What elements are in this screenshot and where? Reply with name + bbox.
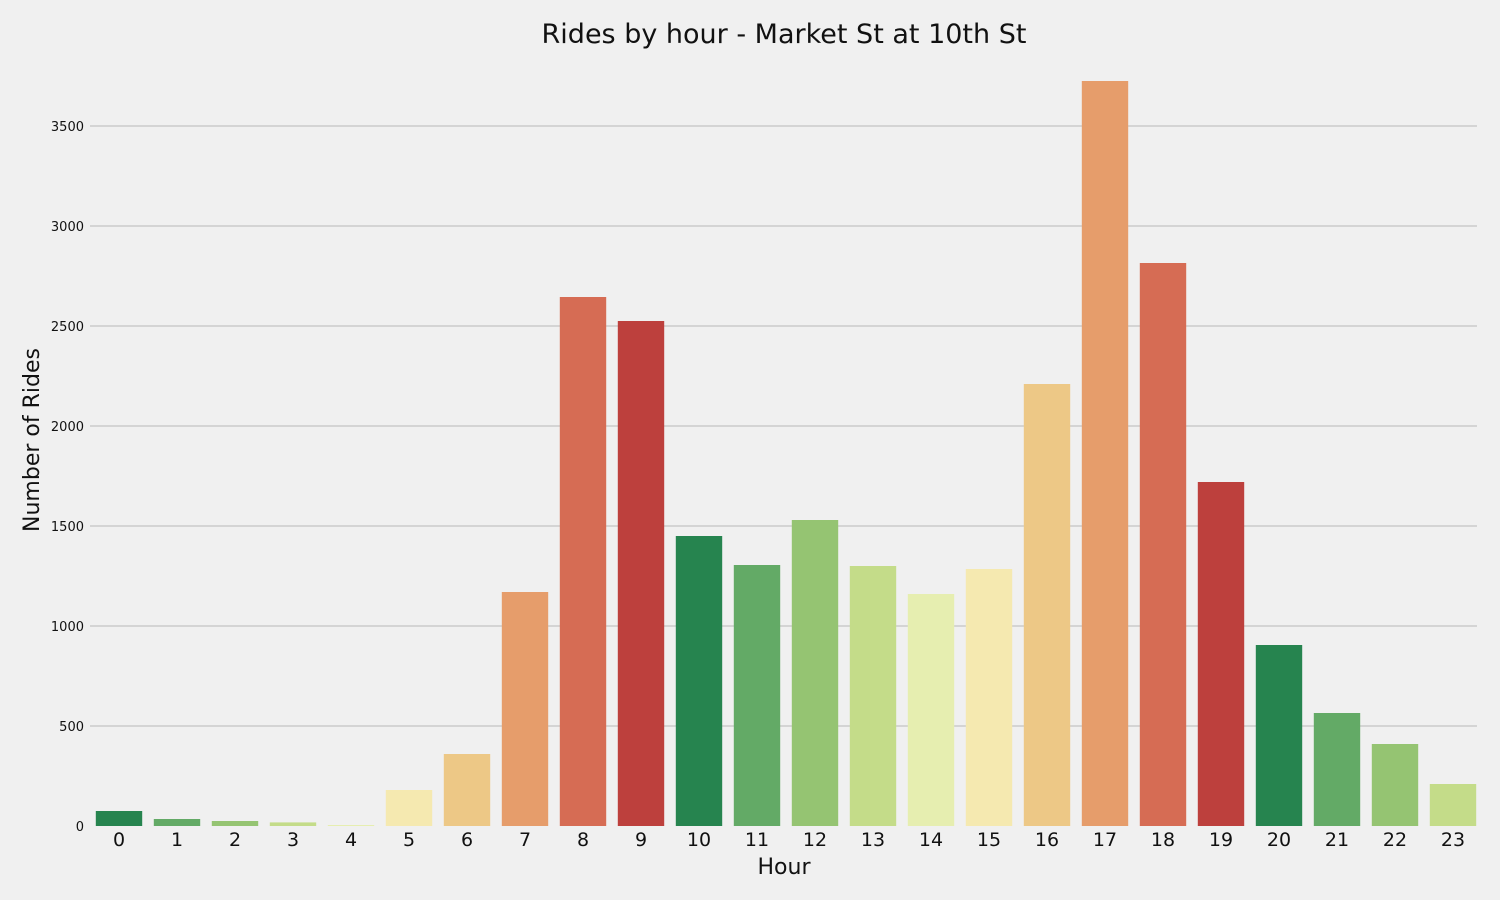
x-tick-label: 17: [1093, 829, 1117, 851]
x-tick-label: 15: [977, 829, 1001, 851]
x-tick-label: 0: [113, 829, 125, 851]
x-tick-label: 14: [919, 829, 943, 851]
bar-hour-12: [791, 520, 839, 826]
y-tick-label: 500: [59, 720, 84, 735]
bar-hour-7: [501, 592, 549, 826]
bar-hour-20: [1255, 645, 1303, 826]
bar-hour-22: [1371, 744, 1419, 826]
bar-hour-21: [1313, 713, 1361, 826]
bar-hour-23: [1429, 784, 1477, 826]
x-tick-label: 11: [745, 829, 769, 851]
x-tick-label: 3: [287, 829, 299, 851]
y-tick-label: 3500: [51, 120, 84, 135]
bar-hour-8: [559, 297, 607, 826]
x-tick-label: 4: [345, 829, 357, 851]
bar-hour-11: [733, 565, 781, 826]
x-tick-label: 6: [461, 829, 473, 851]
x-tick-label: 22: [1383, 829, 1407, 851]
y-tick-label: 3000: [51, 220, 84, 235]
x-tick-label: 10: [687, 829, 711, 851]
bar-hour-13: [849, 566, 897, 826]
bar-hour-17: [1081, 81, 1129, 826]
x-tick-label: 13: [861, 829, 885, 851]
y-tick-label: 2500: [51, 320, 84, 335]
bar-hour-3: [269, 822, 317, 826]
x-tick-label: 19: [1209, 829, 1233, 851]
bar-hour-19: [1197, 482, 1245, 826]
bar-hour-2: [211, 821, 259, 826]
gridlines: [90, 125, 1477, 727]
bar-hour-15: [965, 569, 1013, 826]
y-tick-label: 2000: [51, 420, 84, 435]
x-tick-label: 7: [519, 829, 531, 851]
y-tick-label: 1500: [51, 520, 84, 535]
x-tick-label: 12: [803, 829, 827, 851]
chart-title: Rides by hour - Market St at 10th St: [542, 19, 1027, 50]
bar-hour-1: [153, 819, 201, 826]
bar-hour-18: [1139, 263, 1187, 826]
bar-hour-14: [907, 594, 955, 826]
x-axis-ticks: 0 1 2 3 4 5 6 7 8 9 10 11 12 13 14 15 16 17 18 19 20 21 22 23: [113, 829, 1465, 851]
x-tick-label: 21: [1325, 829, 1349, 851]
x-axis-label: Hour: [758, 855, 812, 880]
x-tick-label: 16: [1035, 829, 1059, 851]
x-tick-label: 8: [577, 829, 589, 851]
y-tick-label: 1000: [51, 620, 84, 635]
bar-hour-5: [385, 790, 433, 826]
x-tick-label: 23: [1441, 829, 1465, 851]
bar-hour-4: [327, 825, 375, 826]
x-tick-label: 9: [635, 829, 647, 851]
bar-hour-9: [617, 321, 665, 826]
x-tick-label: 5: [403, 829, 415, 851]
x-tick-label: 1: [171, 829, 183, 851]
bars: [95, 81, 1477, 826]
x-tick-label: 2: [229, 829, 241, 851]
bar-hour-16: [1023, 384, 1071, 826]
y-axis-label: Number of Rides: [20, 348, 45, 532]
x-tick-label: 18: [1151, 829, 1175, 851]
x-tick-label: 20: [1267, 829, 1291, 851]
y-axis-ticks: 0 500 1000 1500 2000 2500 3000 3500: [51, 120, 84, 835]
bar-hour-6: [443, 754, 491, 826]
y-tick-label: 0: [76, 820, 84, 835]
bar-hour-10: [675, 536, 723, 826]
bar-hour-0: [95, 811, 143, 826]
